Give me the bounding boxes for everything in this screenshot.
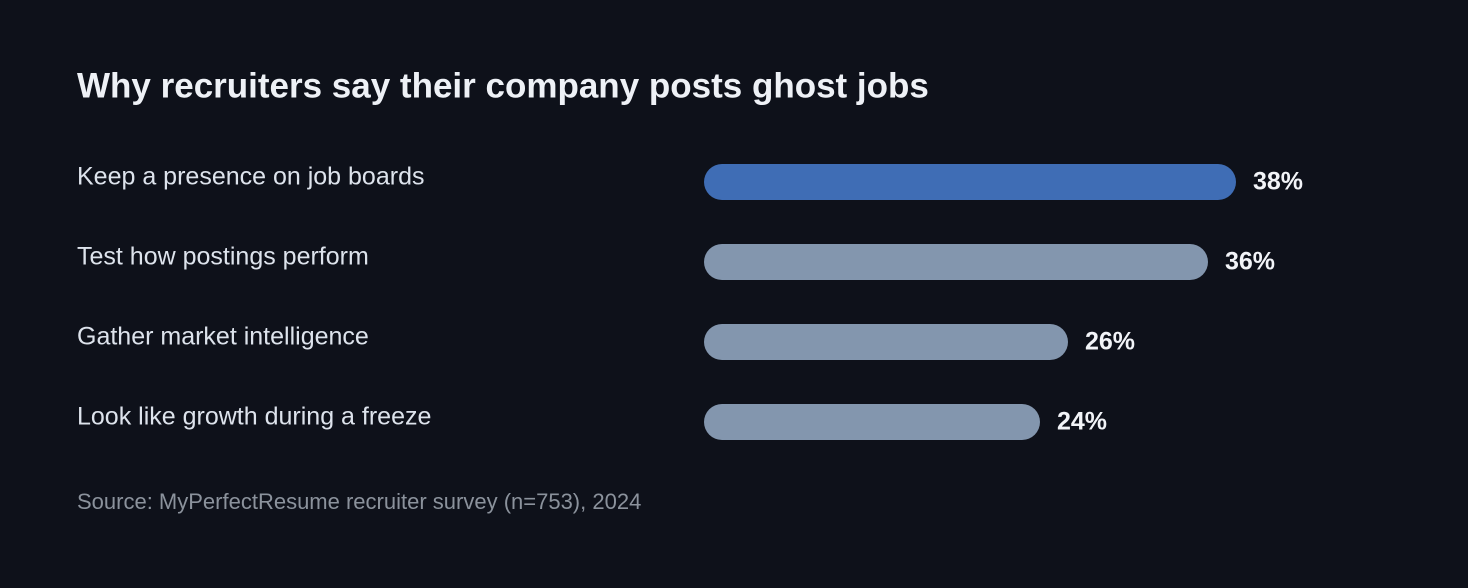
category-label: Gather market intelligence — [77, 323, 369, 351]
category-label: Keep a presence on job boards — [77, 163, 424, 191]
chart-title: Why recruiters say their company posts g… — [77, 66, 929, 105]
category-label: Look like growth during a freeze — [77, 403, 431, 431]
source-note: Source: MyPerfectResume recruiter survey… — [77, 489, 641, 514]
value-label: 38% — [1253, 168, 1303, 196]
value-label: 26% — [1085, 328, 1135, 356]
category-label: Test how postings perform — [77, 243, 369, 271]
bar — [704, 404, 1040, 440]
value-label: 36% — [1225, 248, 1275, 276]
bar — [704, 244, 1208, 280]
value-label: 24% — [1057, 408, 1107, 436]
bar — [704, 324, 1068, 360]
bar — [704, 164, 1236, 200]
